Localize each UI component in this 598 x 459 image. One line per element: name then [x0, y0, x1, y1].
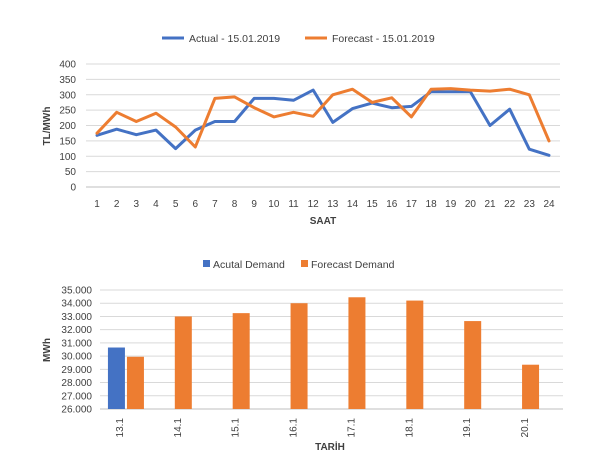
forecast-demand-bar	[348, 297, 366, 409]
bar-chart-x-tick-label: 18.1	[404, 418, 415, 438]
actual-demand-bar	[107, 347, 125, 409]
line-chart-y-axis-title: TL/MWh	[42, 107, 53, 146]
line-chart-x-tick-label: 23	[524, 199, 536, 210]
bar-chart-gridlines	[100, 289, 563, 410]
bar-chart-y-tick-label: 29.000	[61, 365, 92, 376]
line-chart-y-ticks: 0 50 100 150 200 250 300 350 400	[59, 60, 76, 194]
bar-chart-y-ticks: 26.000 27.000 28.000 29.000 30.000 31.000 32.0…	[61, 286, 92, 416]
bar-chart-x-tick-label: 17.1	[346, 418, 357, 438]
bar-chart-y-tick-label: 26.000	[61, 405, 92, 416]
bar-chart-y-tick-label: 30.000	[61, 352, 92, 363]
forecast-demand-bar	[522, 364, 540, 409]
bar-chart-y-tick-label: 32.000	[61, 325, 92, 336]
line-chart-x-tick-label: 18	[426, 199, 438, 210]
legend-swatch-actual-demand	[203, 260, 210, 267]
line-chart-series	[95, 87, 551, 157]
line-chart-x-tick-label: 15	[367, 199, 379, 210]
forecast-demand-bar	[464, 321, 482, 409]
legend-label-actual: Actual - 15.01.2019	[189, 33, 280, 45]
bar-chart-legend: Acutal Demand Forecast Demand	[203, 259, 395, 271]
line-chart-x-tick-label: 13	[327, 199, 339, 210]
line-chart-x-tick-label: 21	[484, 199, 496, 210]
bar-chart-x-tick-label: 14.1	[173, 418, 184, 438]
line-chart-y-tick-label: 50	[65, 167, 77, 178]
line-chart-x-tick-label: 2	[114, 199, 120, 210]
line-chart-x-tick-label: 20	[465, 199, 477, 210]
line-chart-x-tick-label: 24	[543, 199, 555, 210]
legend-label-actual-demand: Acutal Demand	[213, 259, 285, 271]
line-chart-x-tick-label: 1	[94, 199, 100, 210]
line-chart-x-tick-label: 6	[192, 199, 198, 210]
line-chart-legend: Actual - 15.01.2019 Forecast - 15.01.201…	[162, 33, 435, 45]
bar-chart-x-axis-title: TARİH	[315, 440, 345, 453]
line-chart-x-tick-label: 8	[232, 199, 238, 210]
bar-chart-y-tick-label: 35.000	[61, 286, 92, 297]
bar-chart-x-ticks: 13.1 14.1 15.1 16.1 17.1 18.1 19.1 20.1	[115, 418, 531, 438]
line-chart-x-tick-label: 14	[347, 199, 359, 210]
line-chart-gridlines	[86, 63, 560, 188]
line-chart-x-tick-label: 9	[251, 199, 257, 210]
bar-chart-x-tick-label: 19.1	[462, 418, 473, 438]
bar-chart-x-tick-label: 13.1	[115, 418, 126, 438]
line-chart-x-axis-title: SAAT	[310, 216, 336, 227]
bar-chart: Acutal Demand Forecast Demand 26.000 27.0…	[42, 259, 563, 453]
bar-chart-y-tick-label: 27.000	[61, 391, 92, 402]
bar-chart-y-tick-label: 31.000	[61, 338, 92, 349]
line-chart-x-tick-label: 17	[406, 199, 418, 210]
forecast-demand-bar	[232, 313, 250, 409]
legend-swatch-forecast-demand	[301, 260, 308, 267]
line-chart-y-tick-label: 350	[59, 75, 76, 86]
bar-chart-x-tick-label: 15.1	[231, 418, 242, 438]
line-chart-x-ticks: 1 2 3 4 5 6 7 8 9 10 11 12 13 14 15 16 17 18 19 20 21 22 23 24	[94, 199, 555, 210]
forecast-series-line	[95, 87, 551, 149]
line-chart-x-tick-label: 3	[134, 199, 140, 210]
line-chart-y-tick-label: 0	[70, 183, 76, 194]
bar-chart-y-tick-label: 34.000	[61, 299, 92, 310]
line-chart-y-tick-label: 200	[59, 121, 76, 132]
bar-chart-x-tick-label: 16.1	[289, 418, 300, 438]
forecast-demand-bar	[406, 300, 424, 409]
bar-chart-y-tick-label: 33.000	[61, 312, 92, 323]
line-chart-y-tick-label: 400	[59, 60, 76, 71]
bar-chart-y-axis-title: MWh	[42, 338, 53, 362]
bar-chart-x-tick-label: 20.1	[520, 418, 531, 438]
line-chart-y-tick-label: 150	[59, 136, 76, 147]
forecast-demand-bar	[174, 316, 192, 409]
line-chart-y-tick-label: 300	[59, 90, 76, 101]
actual-series-line	[95, 88, 551, 157]
legend-label-forecast-demand: Forecast Demand	[311, 259, 395, 271]
forecast-demand-bar	[290, 303, 308, 409]
bar-chart-bars	[107, 297, 540, 409]
legend-label-forecast: Forecast - 15.01.2019	[332, 33, 435, 45]
forecast-demand-bar	[126, 356, 144, 409]
line-chart: Actual - 15.01.2019 Forecast - 15.01.201…	[42, 33, 560, 227]
line-chart-x-tick-label: 19	[445, 199, 457, 210]
line-chart-x-tick-label: 16	[386, 199, 398, 210]
line-chart-x-tick-label: 5	[173, 199, 179, 210]
line-chart-y-tick-label: 250	[59, 106, 76, 117]
line-chart-y-tick-label: 100	[59, 152, 76, 163]
line-chart-x-tick-label: 22	[504, 199, 516, 210]
line-chart-x-tick-label: 10	[268, 199, 280, 210]
line-chart-x-tick-label: 12	[308, 199, 320, 210]
line-chart-x-tick-label: 4	[153, 199, 159, 210]
line-chart-x-tick-label: 11	[288, 199, 299, 210]
bar-chart-y-tick-label: 28.000	[61, 378, 92, 389]
line-chart-x-tick-label: 7	[212, 199, 218, 210]
